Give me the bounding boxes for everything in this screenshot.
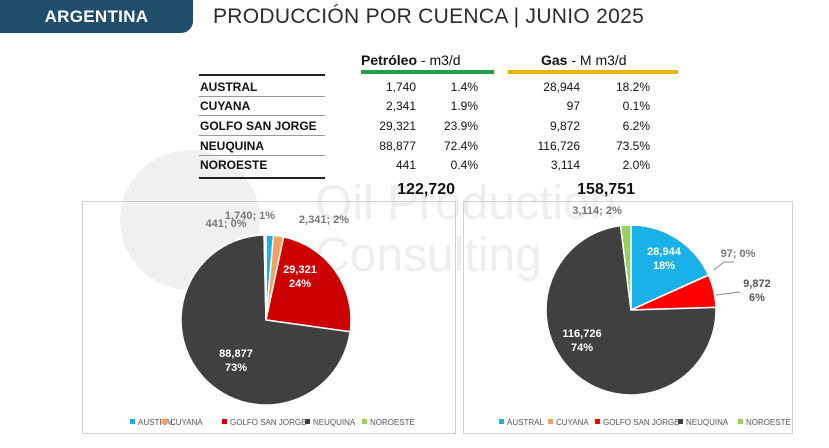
- data-label: 1,740; 1%: [225, 210, 275, 222]
- production-table: Petróleo - m3/d Gas - M m3/d AUSTRAL 1,74…: [0, 0, 829, 200]
- gas-pct: 2.0%: [622, 158, 650, 172]
- gas-pct: 0.1%: [622, 99, 650, 113]
- data-label-value: 29,321: [283, 264, 317, 276]
- legend-swatch: [362, 419, 367, 424]
- gas-pct: 6.2%: [622, 119, 650, 133]
- data-label: 3,114; 2%: [572, 205, 622, 217]
- oil-value: 2,341: [385, 99, 416, 113]
- gas-header: Gas - M m3/d: [541, 52, 627, 68]
- row-label: NEUQUINA: [200, 139, 265, 153]
- legend-entry: NOROESTE: [746, 418, 791, 427]
- data-label-value: 28,944: [647, 246, 682, 258]
- oil-header: Petróleo - m3/d: [361, 52, 461, 68]
- data-label-pct: 18%: [653, 260, 675, 272]
- gas-value: 3,114: [550, 158, 580, 172]
- legend-entry: AUSTRAL: [138, 418, 175, 427]
- pie-slice-noroeste: [619, 224, 632, 311]
- gas-pct: 18.2%: [615, 80, 650, 94]
- data-label: 2,341; 2%: [299, 214, 349, 226]
- gas-header-label: Gas: [541, 52, 568, 68]
- legend-swatch: [305, 419, 310, 424]
- oil-pct: 1.9%: [450, 99, 478, 113]
- oil-chart-frame: [82, 201, 456, 434]
- gas-value: 28,944: [543, 80, 580, 94]
- pie-slice-neuquina: [545, 224, 717, 396]
- oil-pct: 23.9%: [443, 119, 478, 133]
- legend-entry: GOLFO SAN JORGE: [603, 418, 679, 427]
- legend-entry: CUYANA: [170, 418, 203, 427]
- legend-entry: AUSTRAL: [507, 418, 544, 427]
- data-label-value: 116,726: [562, 328, 601, 340]
- row-divider: [199, 96, 325, 97]
- oil-total: 122,720: [397, 181, 455, 198]
- pie-slice-noroeste: [263, 234, 267, 321]
- gas-header-unit: - M m3/d: [567, 52, 627, 68]
- data-label-value: 9,872: [743, 278, 771, 290]
- legend-swatch: [595, 419, 600, 424]
- legend-entry: CUYANA: [556, 418, 589, 427]
- oil-header-bar: [361, 70, 494, 74]
- legend-entry: GOLFO SAN JORGE: [230, 418, 306, 427]
- row-label: CUYANA: [200, 99, 251, 113]
- legend-entry: NEUQUINA: [313, 418, 356, 427]
- legend-swatch: [222, 419, 227, 424]
- oil-value: 1,740: [385, 80, 416, 94]
- data-label-pct: 74%: [571, 342, 593, 354]
- leader-line: [713, 261, 734, 271]
- gas-value: 116,726: [537, 139, 581, 153]
- pie-slice-austral: [630, 224, 710, 312]
- row-label: NOROESTE: [200, 158, 268, 172]
- row-label: GOLFO SAN JORGE: [200, 119, 317, 133]
- gas-header-bar: [508, 70, 678, 74]
- data-label: 97; 0%: [721, 248, 756, 260]
- oil-pct: 1.4%: [450, 80, 478, 94]
- data-label: 441; 0%: [206, 218, 247, 230]
- legend-swatch: [678, 419, 683, 424]
- gas-total: 158,751: [577, 181, 635, 198]
- gas-chart-frame: [463, 201, 793, 434]
- row-divider: [199, 135, 325, 136]
- gas-pct: 73.5%: [615, 139, 650, 153]
- legend-entry: NEUQUINA: [686, 418, 729, 427]
- data-label-value: 88,877: [219, 348, 253, 360]
- table-bottom-rule: [199, 177, 325, 179]
- legend-swatch: [738, 419, 743, 424]
- table-top-rule: [199, 74, 325, 76]
- oil-value: 88,877: [379, 139, 416, 153]
- oil-value: 29,321: [379, 119, 416, 133]
- legend-swatch: [130, 419, 135, 424]
- oil-pct: 72.4%: [443, 139, 478, 153]
- gas-value: 97: [566, 99, 580, 113]
- data-label-pct: 24%: [289, 278, 311, 290]
- row-label: AUSTRAL: [200, 80, 258, 94]
- oil-header-label: Petróleo: [361, 52, 418, 68]
- oil-value: 441: [395, 158, 416, 172]
- data-label-pct: 73%: [225, 362, 247, 374]
- pie-slice-golfo-san-jorge: [265, 235, 352, 333]
- legend-swatch: [499, 419, 504, 424]
- country-tab: ARGENTINA: [0, 0, 193, 33]
- leader-line: [715, 291, 741, 296]
- oil-header-unit: - m3/d: [417, 52, 461, 68]
- data-label-pct: 6%: [749, 292, 765, 304]
- oil-pct: 0.4%: [450, 158, 478, 172]
- legend-swatch: [548, 419, 553, 424]
- page-title: PRODUCCIÓN POR CUENCA | JUNIO 2025: [213, 5, 645, 28]
- row-divider: [199, 155, 325, 156]
- legend-swatch: [162, 419, 167, 424]
- row-divider: [199, 115, 325, 116]
- gas-value: 9,872: [549, 119, 580, 133]
- legend-entry: NOROESTE: [370, 418, 415, 427]
